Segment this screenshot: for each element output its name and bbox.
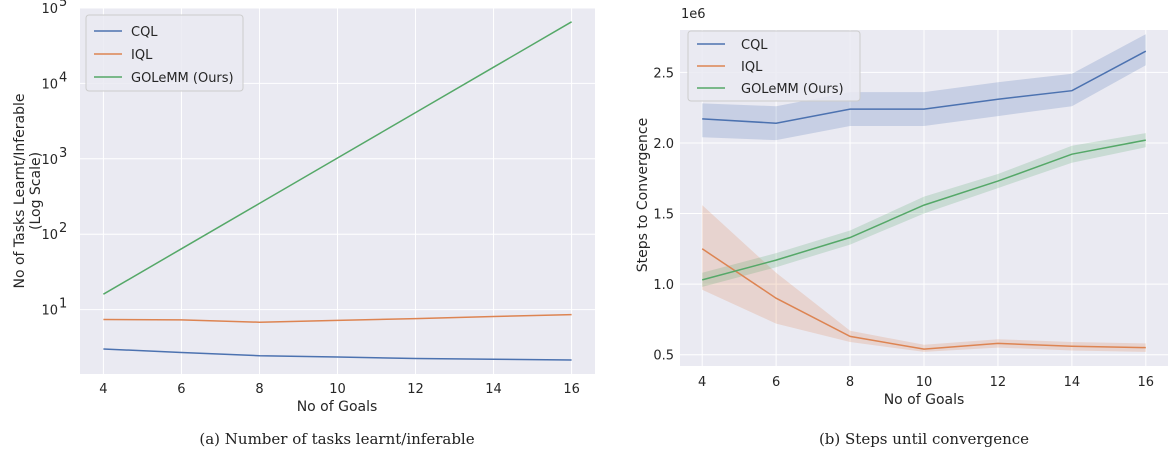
x-tick-label: 4 xyxy=(698,375,706,390)
chart-panel-b: 4 6 8 10 12 14 16 0.5 1.0 1.5 2.0 2.5 1e6 No of Go… xyxy=(635,7,1168,448)
x-tick-label: 6 xyxy=(177,382,185,397)
y-tick-label: 10 xyxy=(41,77,58,92)
x-tick-label: 6 xyxy=(772,375,780,390)
series-group-b xyxy=(701,50,1147,350)
legend-label: GOLeMM (Ours) xyxy=(741,82,844,97)
x-tick-label: 10 xyxy=(916,375,933,390)
x-tick-label: 16 xyxy=(563,382,580,397)
y-tick-exponent: 4 xyxy=(59,70,67,85)
y-tick-label: 2.0 xyxy=(653,137,674,152)
caption-a: (a) Number of tasks learnt/inferable xyxy=(199,430,474,448)
y-axis-label-a-line1: No of Tasks Learnt/Inferable xyxy=(12,94,28,289)
series-group-a xyxy=(103,21,572,361)
y-tick-exponent: 1 xyxy=(59,297,67,312)
x-tick-label: 8 xyxy=(255,382,263,397)
series-line-iql xyxy=(701,248,1146,350)
legend-a: CQL IQL GOLeMM (Ours) xyxy=(85,14,244,92)
y-axis-label-a-line2: (Log Scale) xyxy=(28,152,44,230)
series-line-cql xyxy=(702,50,1147,124)
y-axis-label-b: Steps to Convergence xyxy=(635,118,651,272)
x-ticks-a: 4 6 8 10 12 14 16 xyxy=(99,382,580,397)
confidence-band-cql xyxy=(702,34,1146,141)
y-tick-label: 2.5 xyxy=(653,66,674,81)
legend-label: CQL xyxy=(741,38,768,53)
x-tick-label: 12 xyxy=(990,375,1007,390)
x-tick-label: 14 xyxy=(1064,375,1081,390)
y-tick-label: 10 xyxy=(41,228,58,243)
y-tick-label: 0.5 xyxy=(653,349,674,364)
x-tick-label: 8 xyxy=(846,375,854,390)
legend-label: GOLeMM (Ours) xyxy=(131,71,234,86)
legend-box-b xyxy=(687,30,861,102)
legend-label: IQL xyxy=(131,48,153,63)
series-line-cql xyxy=(103,348,572,361)
x-axis-label-a: No of Goals xyxy=(297,399,378,415)
legend-label: CQL xyxy=(131,25,158,40)
legend-b: CQL IQL GOLeMM (Ours) xyxy=(687,30,861,102)
caption-b: (b) Steps until convergence xyxy=(819,430,1029,448)
y-tick-label: 10 xyxy=(41,153,58,168)
x-axis-label-b: No of Goals xyxy=(884,392,965,408)
series-line-golemm-ours- xyxy=(103,21,572,295)
y-tick-label: 10 xyxy=(41,2,58,17)
y-axis-label-a: No of Tasks Learnt/Inferable (Log Scale) xyxy=(12,94,44,289)
y-ticks-b: 0.5 1.0 1.5 2.0 2.5 xyxy=(653,66,674,363)
x-tick-label: 4 xyxy=(99,382,107,397)
y-tick-label: 1.5 xyxy=(653,208,674,223)
y-tick-exponent: 2 xyxy=(59,221,67,236)
x-tick-label: 10 xyxy=(329,382,346,397)
confidence-band-iql xyxy=(702,205,1146,352)
legend-label: IQL xyxy=(741,60,763,75)
x-tick-label: 12 xyxy=(407,382,424,397)
y-tick-exponent: 5 xyxy=(59,0,67,10)
legend-box-a xyxy=(85,14,244,92)
y-tick-label: 10 xyxy=(41,304,58,319)
series-line-iql xyxy=(103,313,572,323)
x-tick-label: 14 xyxy=(485,382,502,397)
series-line-golemm-ours- xyxy=(702,139,1146,281)
x-tick-label: 16 xyxy=(1138,375,1155,390)
y-tick-label: 1.0 xyxy=(653,278,674,293)
x-ticks-b: 4 6 8 10 12 14 16 xyxy=(698,375,1154,390)
y-tick-exponent: 3 xyxy=(59,146,67,161)
y-offset-label-b: 1e6 xyxy=(681,7,706,22)
